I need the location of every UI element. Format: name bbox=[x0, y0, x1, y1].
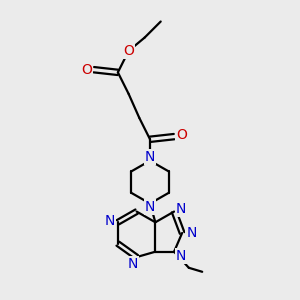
Text: O: O bbox=[176, 128, 187, 142]
Text: N: N bbox=[186, 226, 197, 240]
Text: N: N bbox=[145, 200, 155, 214]
Text: N: N bbox=[128, 257, 138, 271]
Text: N: N bbox=[176, 249, 186, 263]
Text: O: O bbox=[82, 63, 92, 77]
Text: O: O bbox=[123, 44, 134, 58]
Text: N: N bbox=[176, 202, 186, 216]
Text: N: N bbox=[105, 214, 115, 228]
Text: N: N bbox=[145, 150, 155, 164]
